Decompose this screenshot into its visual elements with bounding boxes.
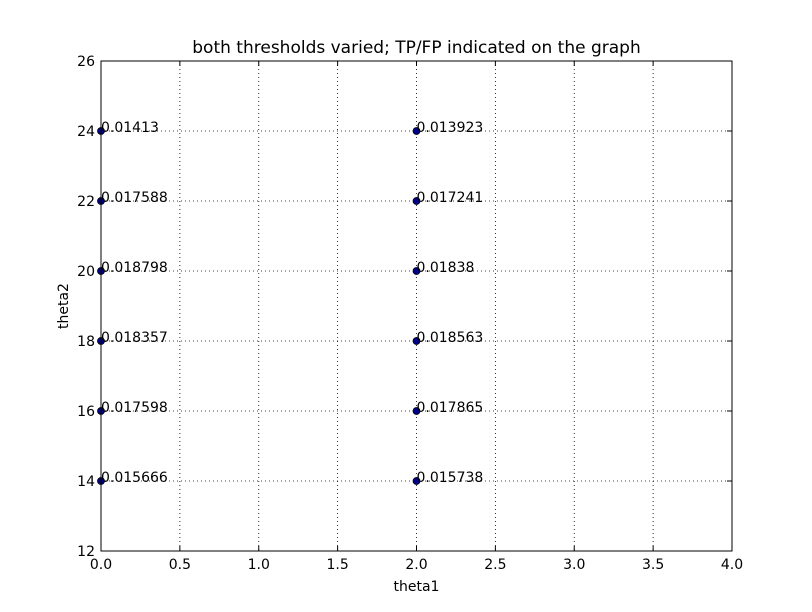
data-points bbox=[97, 127, 421, 485]
axis-ticks: 0.0 0.5 1.0 1.5 2.0 2.5 3.0 3.5 4.0 12 14 16 18 20 22 2… bbox=[77, 54, 743, 573]
y-tick-label: 14 bbox=[77, 474, 95, 490]
data-point-label: 0.015738 bbox=[417, 470, 484, 486]
x-tick-label: 2.5 bbox=[484, 557, 506, 573]
x-tick-label: 2.0 bbox=[405, 557, 427, 573]
data-point-label: 0.01413 bbox=[101, 120, 159, 136]
data-point bbox=[412, 477, 421, 485]
x-tick-label: 0.0 bbox=[90, 557, 112, 573]
data-point-label: 0.013923 bbox=[417, 120, 484, 136]
plot-frame bbox=[100, 60, 733, 552]
data-point-label: 0.015666 bbox=[101, 470, 168, 486]
data-point-label: 0.017598 bbox=[101, 400, 168, 416]
data-point bbox=[412, 407, 421, 415]
x-tick-label: 1.0 bbox=[248, 557, 270, 573]
data-labels: 0.01413 0.017588 0.018798 0.018357 0.017598 0… bbox=[101, 120, 483, 486]
y-tick-label: 20 bbox=[77, 264, 95, 280]
x-tick-label: 3.0 bbox=[563, 557, 585, 573]
y-tick-label: 22 bbox=[77, 194, 95, 210]
data-point bbox=[412, 267, 421, 275]
y-tick-label: 18 bbox=[77, 334, 95, 350]
data-point bbox=[412, 127, 421, 135]
data-point-label: 0.017588 bbox=[101, 190, 168, 206]
data-point bbox=[412, 337, 421, 345]
data-point-label: 0.017865 bbox=[417, 400, 484, 416]
y-tick-label: 24 bbox=[77, 124, 95, 140]
x-tick-label: 4.0 bbox=[721, 557, 743, 573]
x-axis-label: theta1 bbox=[394, 579, 440, 595]
data-point-label: 0.018563 bbox=[417, 330, 484, 346]
data-point-label: 0.018798 bbox=[101, 260, 168, 276]
y-tick-label: 26 bbox=[77, 54, 95, 70]
x-tick-label: 3.5 bbox=[642, 557, 664, 573]
data-point-label: 0.01838 bbox=[417, 260, 475, 276]
data-point-label: 0.017241 bbox=[417, 190, 484, 206]
y-tick-label: 12 bbox=[77, 544, 95, 560]
y-axis-label: theta2 bbox=[56, 283, 72, 329]
y-tick-label: 16 bbox=[77, 404, 95, 420]
x-tick-label: 1.5 bbox=[326, 557, 348, 573]
x-tick-label: 0.5 bbox=[169, 557, 191, 573]
data-point-label: 0.018357 bbox=[101, 330, 168, 346]
grid-lines bbox=[101, 61, 732, 551]
data-point bbox=[412, 197, 421, 205]
chart-title: both thresholds varied; TP/FP indicated … bbox=[192, 38, 640, 58]
